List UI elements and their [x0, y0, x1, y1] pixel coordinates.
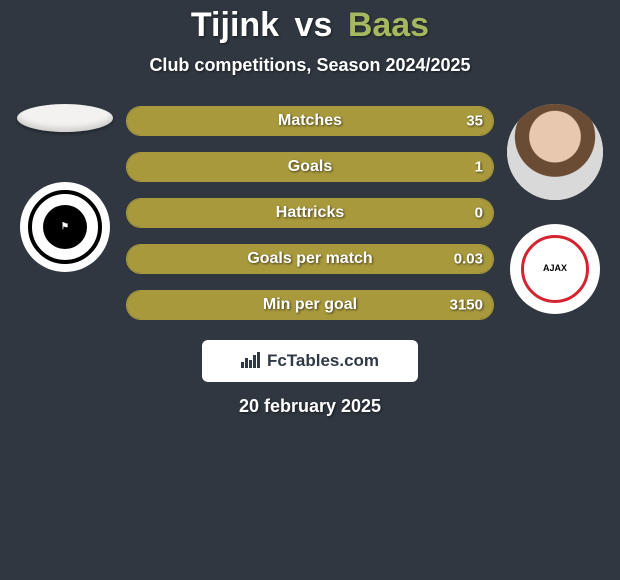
bar-value-right: 1	[475, 159, 483, 176]
subtitle: Club competitions, Season 2024/2025	[0, 55, 620, 76]
date-text: 20 february 2025	[0, 396, 620, 417]
bar-row: Matches 35	[126, 106, 494, 136]
bar-label: Min per goal	[263, 296, 357, 314]
bar-row: Goals 1	[126, 152, 494, 182]
heracles-inner-icon: ⚑	[43, 205, 87, 249]
bar-value-right: 0.03	[454, 251, 483, 268]
bar-row: Hattricks 0	[126, 198, 494, 228]
bar-label: Matches	[278, 112, 342, 130]
player-left-avatar	[17, 104, 113, 132]
title-vs: vs	[295, 6, 333, 44]
bar-value-right: 35	[466, 113, 483, 130]
bar-chart-icon	[241, 352, 263, 370]
ajax-badge-icon: AJAX	[521, 235, 589, 303]
player-right-avatar	[507, 104, 603, 200]
comparison-layout: ⚑ Matches 35 Goals 1 Hattricks 0 Goals per mat…	[0, 104, 620, 320]
bar-row: Goals per match 0.03	[126, 244, 494, 274]
bar-row: Min per goal 3150	[126, 290, 494, 320]
bar-label: Hattricks	[276, 204, 344, 222]
face-icon	[507, 104, 603, 200]
bar-label: Goals	[288, 158, 332, 176]
page-title: Tijink vs Baas	[0, 0, 620, 45]
title-player-left: Tijink	[191, 6, 279, 44]
bar-label: Goals per match	[247, 250, 372, 268]
heracles-badge-icon: ⚑	[28, 190, 102, 264]
club-right-badge: AJAX	[510, 224, 600, 314]
branding-box: FcTables.com	[202, 340, 418, 382]
right-column: AJAX	[500, 104, 610, 314]
comparison-bars: Matches 35 Goals 1 Hattricks 0 Goals per match…	[120, 104, 500, 320]
branding-text: FcTables.com	[267, 351, 379, 371]
left-column: ⚑	[10, 104, 120, 272]
bar-value-right: 0	[475, 205, 483, 222]
club-left-badge: ⚑	[20, 182, 110, 272]
title-player-right: Baas	[348, 6, 429, 44]
bar-value-right: 3150	[450, 297, 483, 314]
